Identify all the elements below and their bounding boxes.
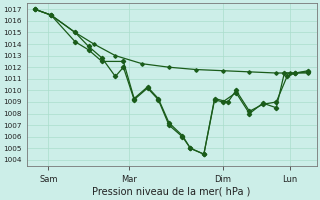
- X-axis label: Pression niveau de la mer( hPa ): Pression niveau de la mer( hPa ): [92, 187, 251, 197]
